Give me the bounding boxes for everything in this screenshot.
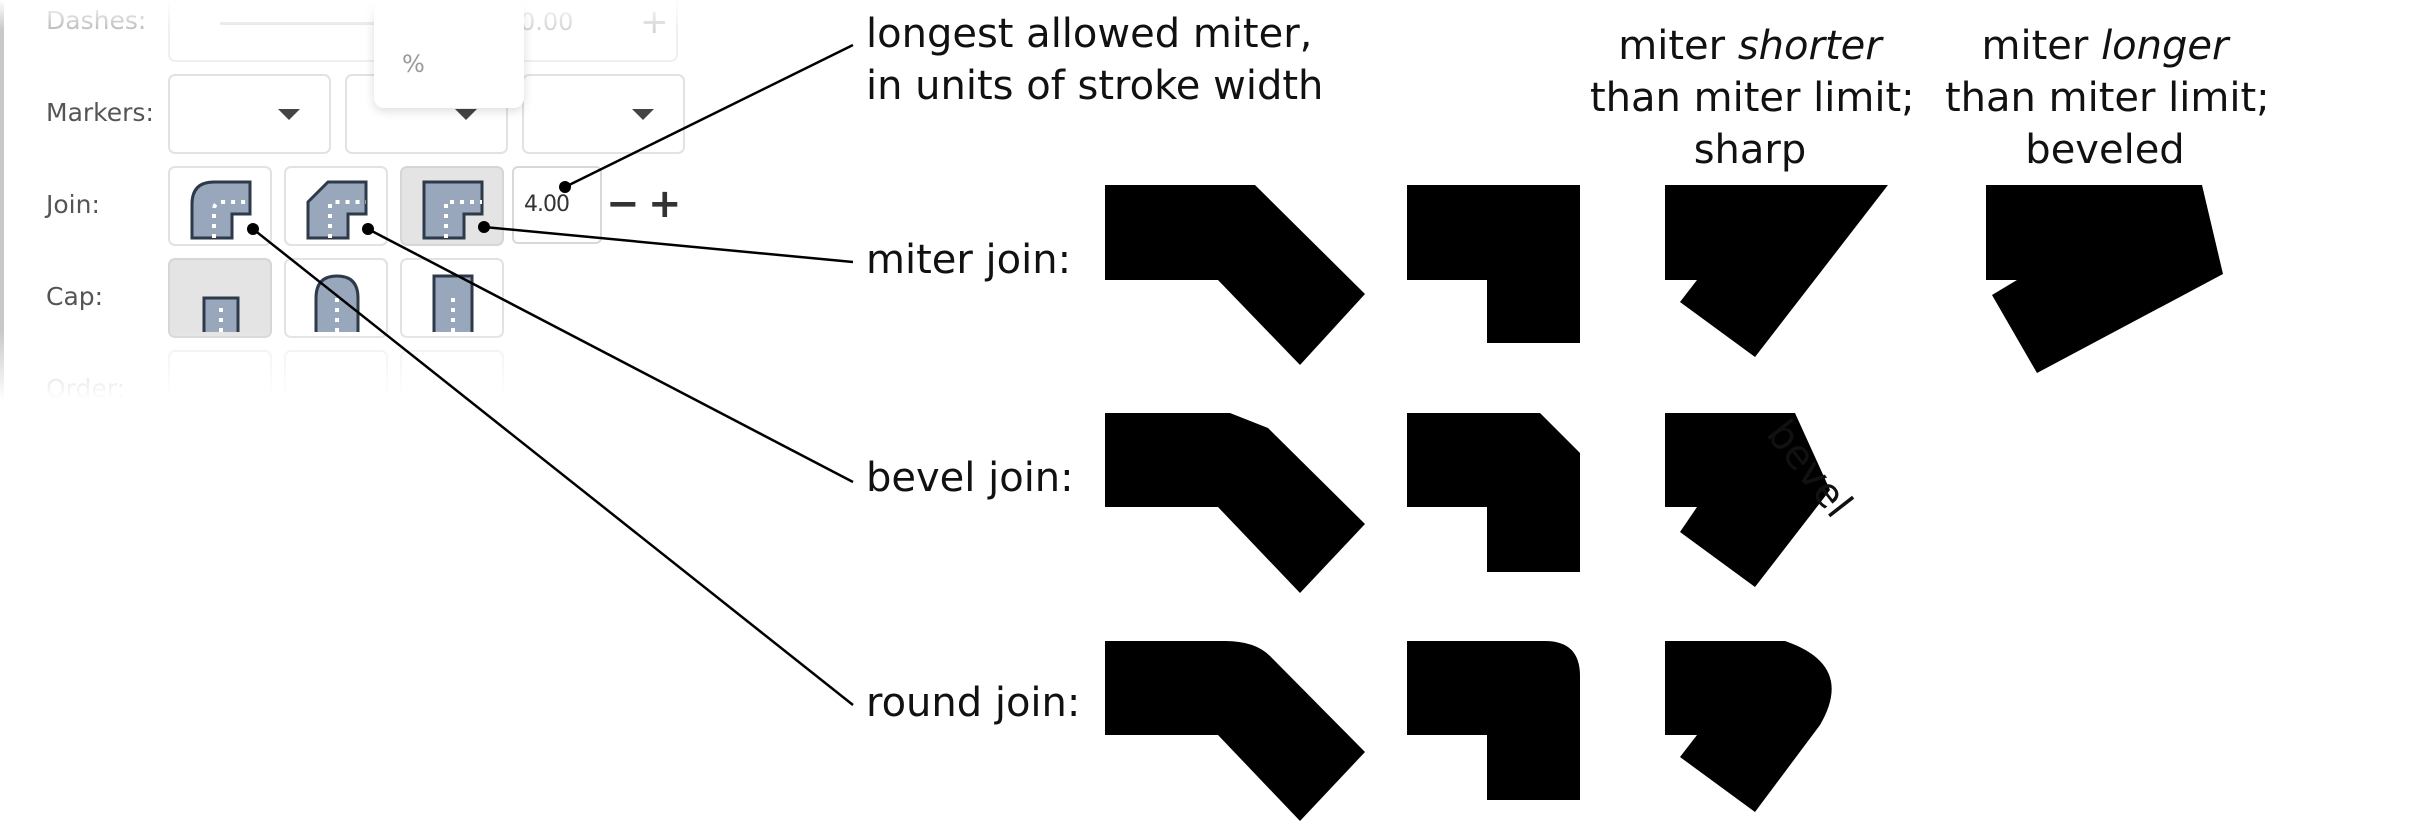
chevron-down-icon (632, 109, 654, 120)
square-cap-button[interactable] (400, 258, 504, 338)
round-cap-icon (314, 274, 360, 332)
butt-cap-icon (202, 296, 240, 332)
miter-join-button[interactable] (400, 166, 504, 246)
bevel-join-right-angle-shape (1407, 413, 1580, 572)
round-join-label: round join: (866, 680, 1081, 726)
miter-limit-decrement[interactable]: − (606, 181, 640, 227)
shorter-miter-caption: miter shorter than miter limit; sharp (1590, 20, 1915, 176)
bevel-join-icon (306, 180, 368, 240)
start-marker-dropdown[interactable] (168, 74, 331, 154)
miter-join-shallow-shape (1105, 185, 1365, 365)
butt-cap-button[interactable] (168, 258, 272, 338)
leader-lines (252, 43, 854, 706)
cap-label: Cap: (46, 282, 104, 311)
miter-join-label: miter join: (866, 237, 1072, 283)
miter-limit-annotation: longest allowed miter, in units of strok… (866, 8, 1323, 112)
miter-join-sharp-shape (1665, 185, 1888, 357)
shorter-caption-line3: sharp (1693, 127, 1807, 173)
leader-dot-bevel-join (362, 223, 374, 235)
round-join-icon (190, 180, 252, 240)
leader-line-miter-limit (564, 43, 854, 189)
round-cap-button[interactable] (284, 258, 388, 338)
shorter-caption-line2: than miter limit; (1590, 75, 1915, 121)
join-label: Join: (46, 190, 100, 219)
leader-dot-miter-limit (559, 181, 571, 193)
unit-percent[interactable]: % (402, 50, 425, 78)
round-join-shallow-shape (1105, 641, 1365, 821)
bevel-join-shallow-shape (1105, 413, 1365, 593)
shorter-caption-prefix: miter (1618, 23, 1738, 69)
longer-caption-line2: than miter limit; (1945, 75, 2270, 121)
leader-line-round-join (252, 228, 854, 706)
miter-limit-annotation-line1: longest allowed miter, (866, 11, 1313, 57)
bevel-join-label: bevel join: (866, 455, 1074, 501)
square-cap-icon (432, 274, 474, 332)
longer-caption-prefix: miter (1981, 23, 2102, 69)
miter-join-beveled-shape (1986, 185, 2223, 373)
chevron-down-icon (455, 109, 477, 120)
round-join-sharp-shape (1665, 641, 1832, 812)
round-join-right-angle-shape (1407, 641, 1580, 800)
longer-caption-emphasis: longer (2101, 23, 2229, 69)
chevron-down-icon (278, 109, 300, 120)
leader-dot-miter-join (478, 221, 490, 233)
markers-label: Markers: (46, 98, 154, 127)
leader-dots (247, 181, 571, 235)
shorter-caption-emphasis: shorter (1737, 23, 1882, 69)
miter-limit-value: 4.00 (524, 192, 570, 217)
leader-dot-round-join (247, 223, 259, 235)
leader-line-bevel-join (367, 227, 854, 484)
miter-limit-annotation-line2: in units of stroke width (866, 63, 1324, 109)
leader-line-miter-join (483, 225, 854, 264)
miter-limit-increment[interactable]: + (648, 181, 682, 227)
longer-caption-line3: beveled (2025, 127, 2185, 173)
miter-join-right-angle-shape (1407, 185, 1580, 343)
panel-edge (0, 0, 4, 400)
join-shapes (1105, 185, 2223, 821)
miter-join-icon (422, 180, 484, 240)
longer-miter-caption: miter longer than miter limit; beveled (1945, 20, 2270, 176)
bevel-join-sharp-shape (1665, 413, 1830, 587)
